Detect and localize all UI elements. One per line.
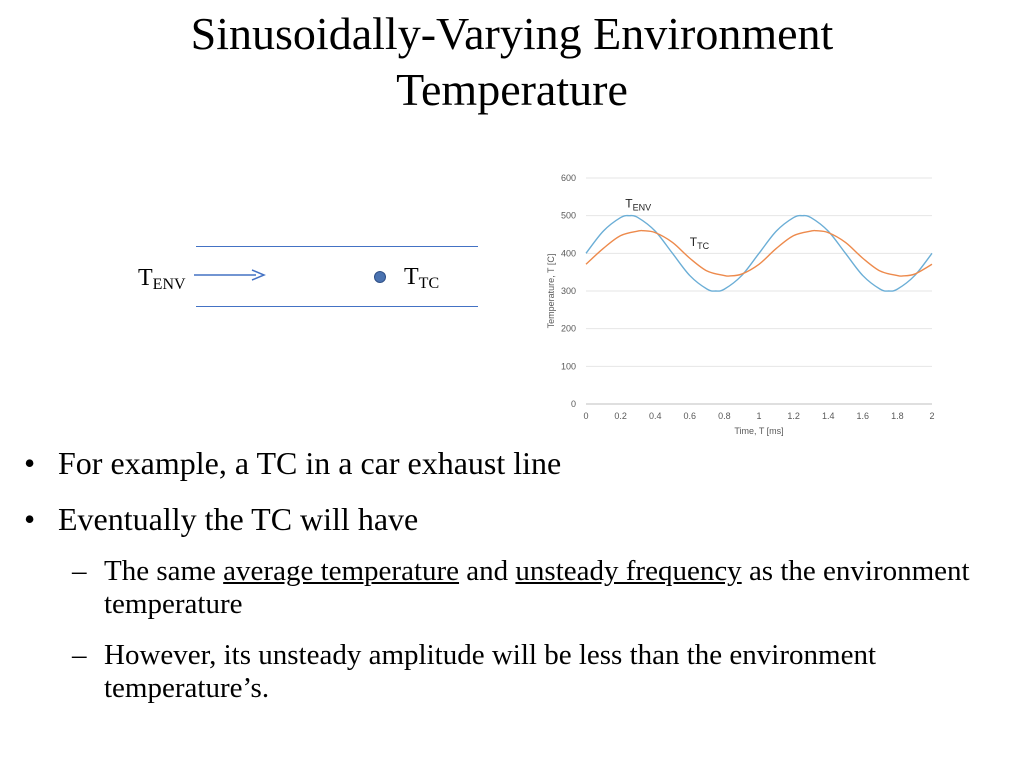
y-tick-label: 200 [561, 324, 576, 334]
y-tick-label: 100 [561, 361, 576, 371]
sub-bullet-marker: – [72, 555, 87, 587]
sub-bullet-item: – However, its unsteady amplitude will be… [24, 639, 1004, 705]
sub-bullet-marker: – [72, 639, 87, 671]
series-line-env [585, 214, 933, 292]
sub-bullet-text-part: as the environment temperature [104, 555, 970, 620]
series-label-env-subscript: ENV [633, 203, 652, 213]
pipe-wall-bottom [196, 306, 478, 307]
x-tick-label: 1.2 [787, 411, 800, 421]
series-label-env: TENV [625, 197, 651, 213]
tc-subscript: TC [418, 275, 440, 292]
y-tick-label: 400 [561, 248, 576, 258]
x-tick-label: 2 [929, 411, 934, 421]
x-tick-labels: 0 0.2 0.4 0.6 0.8 1 1.2 1.4 1.6 1.8 2 [583, 411, 934, 421]
x-tick-label: 1.4 [822, 411, 835, 421]
y-tick-label: 500 [561, 211, 576, 221]
x-axis-label: Time, T [ms] [734, 426, 783, 436]
slide-title: Sinusoidally-Varying Environment Tempera… [0, 6, 1024, 118]
sub-bullet-text-part: The same [104, 555, 224, 587]
pipe-schematic: TENV TTC [130, 238, 490, 318]
underlined-term: unsteady frequency [515, 555, 742, 587]
y-tick-labels: 0 100 200 300 400 500 600 [561, 173, 576, 409]
tc-symbol: T [404, 264, 419, 290]
x-tick-label: 1.8 [891, 411, 904, 421]
x-tick-label: 0.2 [614, 411, 627, 421]
x-tick-label: 1.6 [857, 411, 870, 421]
bullet-item: • Eventually the TC will have [24, 499, 1004, 539]
y-axis-label: Temperature, T [C] [546, 254, 556, 329]
slide-title-line-1: Sinusoidally-Varying Environment [190, 8, 834, 59]
bullet-marker: • [24, 445, 36, 481]
y-tick-label: 600 [561, 173, 576, 183]
env-temperature-label: TENV [138, 265, 186, 298]
x-tick-label: 0 [583, 411, 588, 421]
sub-bullet-item: – The same average temperature and unstea… [24, 555, 1004, 621]
y-tick-label: 0 [571, 399, 576, 409]
bullet-item: • For example, a TC in a car exhaust line [24, 443, 1004, 483]
flow-arrow-icon [194, 269, 266, 281]
bullet-text: For example, a TC in a car exhaust line [58, 445, 562, 481]
x-tick-label: 0.6 [684, 411, 697, 421]
temperature-chart: 0 100 200 300 400 500 600 0 0.2 0.4 0.6 0.8 1 1.2 1.4… [546, 173, 935, 436]
thermocouple-icon [374, 271, 386, 283]
series-label-tc-symbol: T [690, 235, 698, 249]
series-label-tc-subscript: TC [697, 241, 709, 251]
sub-bullet-text: However, its unsteady amplitude will be … [104, 639, 876, 704]
bullet-list: • For example, a TC in a car exhaust line… [24, 443, 1004, 723]
x-tick-label: 1 [756, 411, 761, 421]
series-label-env-symbol: T [625, 197, 633, 211]
x-tick-label: 0.8 [718, 411, 731, 421]
tc-temperature-label: TTC [404, 264, 439, 297]
y-tick-label: 300 [561, 286, 576, 296]
env-symbol: T [138, 265, 153, 291]
series-line-tc [585, 229, 933, 277]
x-tick-label: 0.4 [649, 411, 662, 421]
bullet-text: Eventually the TC will have [58, 501, 419, 537]
sub-bullet-text: The same average temperature and unstead… [104, 555, 970, 620]
slide-title-line-2: Temperature [396, 64, 628, 115]
sub-bullet-text-part: and [459, 555, 516, 587]
chart-series [585, 214, 933, 292]
env-subscript: ENV [152, 276, 186, 293]
pipe-wall-top [196, 246, 478, 247]
bullet-marker: • [24, 501, 36, 537]
underlined-term: average temperature [223, 555, 460, 587]
series-label-tc: TTC [690, 235, 710, 251]
